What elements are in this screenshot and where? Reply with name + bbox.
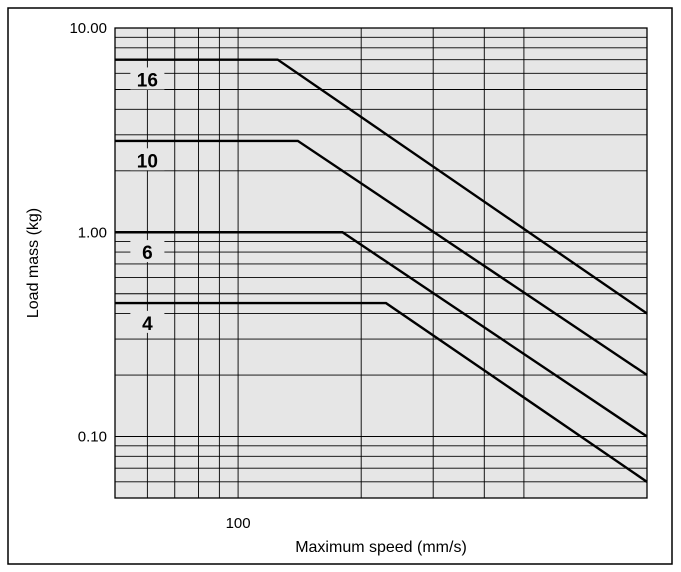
series-label-background xyxy=(130,240,165,263)
series-line-10 xyxy=(115,139,648,377)
series-label-background xyxy=(130,310,165,333)
series-lines xyxy=(115,58,648,483)
x-tick-label: 100 xyxy=(226,515,251,532)
series-line-6 xyxy=(115,231,648,438)
grid xyxy=(115,27,647,498)
series-label-4: 4 xyxy=(142,314,153,335)
series-label-16: 16 xyxy=(137,70,158,91)
series-label-background xyxy=(130,148,165,171)
series-label-background xyxy=(130,67,165,90)
y-tick-label: 10.00 xyxy=(69,20,107,37)
series-labels: 16 10 6 4 xyxy=(130,67,165,335)
y-axis-title: Load mass (kg) xyxy=(25,208,42,318)
series-label-6: 6 xyxy=(142,243,153,264)
y-tick-label: 1.00 xyxy=(78,224,107,241)
y-tick-label: 0.10 xyxy=(78,429,107,446)
series-line-16 xyxy=(115,58,648,315)
tick-labels: 10.00 1.00 0.10 100 xyxy=(69,20,250,532)
x-axis-title: Maximum speed (mm/s) xyxy=(295,539,467,556)
series-label-10: 10 xyxy=(137,151,158,172)
series-line-4 xyxy=(115,301,648,483)
